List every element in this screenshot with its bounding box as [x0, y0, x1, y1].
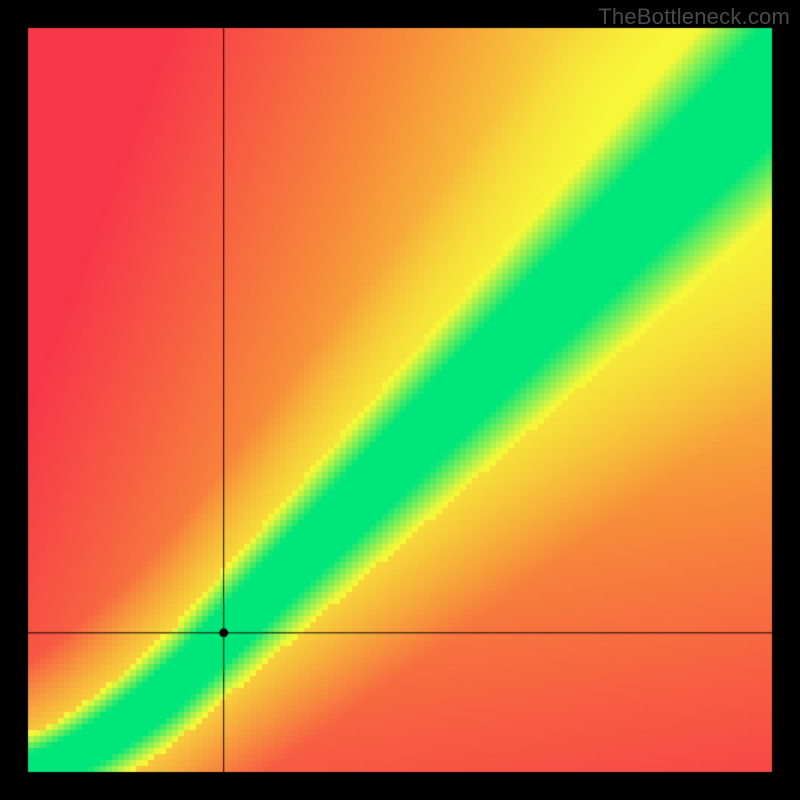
chart-container: TheBottleneck.com [0, 0, 800, 800]
bottleneck-heatmap-canvas [0, 0, 800, 800]
watermark-text: TheBottleneck.com [598, 4, 790, 30]
